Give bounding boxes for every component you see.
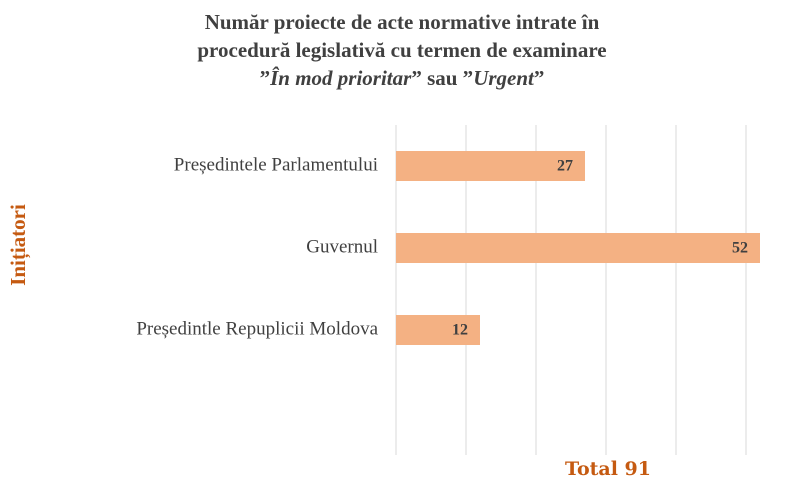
chart-title: procedură legislativă cu termen de exami… xyxy=(197,38,606,62)
title-part: ” xyxy=(260,66,271,90)
y-axis-label: Inițiatori xyxy=(6,204,31,286)
title-part: ” xyxy=(534,66,545,90)
y-tick-label: Președintle Repuplicii Moldova xyxy=(136,318,378,339)
title-part: Urgent xyxy=(473,66,535,90)
x-axis-label: Total 91 xyxy=(565,458,651,480)
data-label: 12 xyxy=(452,322,468,339)
data-label: 52 xyxy=(732,240,748,257)
chart-title: ”În mod prioritar” sau ”Urgent” xyxy=(260,66,545,90)
title-part: ” sau ” xyxy=(411,66,473,90)
bar xyxy=(396,233,760,263)
chart-title: Număr proiecte de acte normative intrate… xyxy=(205,10,600,34)
data-label: 27 xyxy=(557,158,573,175)
y-tick-label: Guvernul xyxy=(306,236,378,257)
title-part: În mod prioritar xyxy=(269,66,412,90)
bar xyxy=(396,315,480,345)
bar xyxy=(396,151,585,181)
y-tick-label: Președintele Parlamentului xyxy=(174,154,378,175)
